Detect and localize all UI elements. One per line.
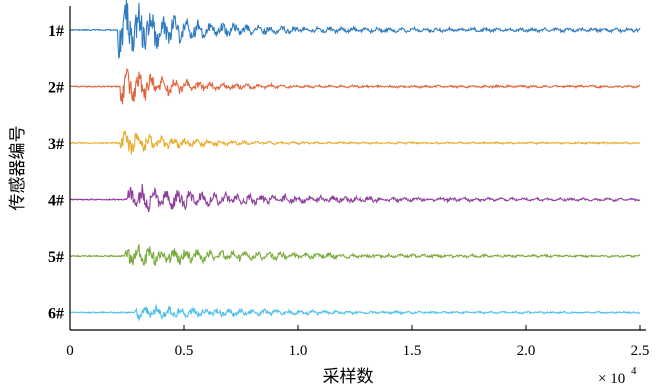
sensor-label-4: 4# xyxy=(48,193,64,210)
waveform-trace-4 xyxy=(69,183,641,213)
waveform-trace-6 xyxy=(69,303,640,322)
waveform-trace-5 xyxy=(69,243,641,266)
waveform-trace-3 xyxy=(70,130,641,155)
svg-text:× 10: × 10 xyxy=(598,371,625,387)
x-tick-label: 1.0 xyxy=(289,343,308,359)
x-tick-label: 1.5 xyxy=(403,343,422,359)
axes xyxy=(69,6,646,331)
x-axis-title: 采样数 xyxy=(323,367,374,387)
x-tick-label: 2.0 xyxy=(517,343,536,359)
y-axis-title: 传感器编号 xyxy=(8,126,28,211)
sensor-label-2: 2# xyxy=(48,80,64,97)
x-tick-label: 0 xyxy=(66,343,74,359)
sensor-label-6: 6# xyxy=(48,306,64,323)
svg-text:4: 4 xyxy=(631,365,637,377)
sensor-label-1: 1# xyxy=(48,23,64,40)
x-tick-label: 0.5 xyxy=(175,343,194,359)
x-multiplier: × 10 4 xyxy=(598,365,637,387)
x-tick-label: 2.5 xyxy=(631,343,650,359)
waveform-trace-2 xyxy=(69,68,641,105)
waveform-trace-1 xyxy=(69,0,641,60)
sensor-label-5: 5# xyxy=(48,249,64,266)
sensor-labels: 1# 2# 3# 4# 5# 6# xyxy=(48,23,64,323)
waveform-traces xyxy=(69,0,641,322)
x-ticks: 0 0.5 1.0 1.5 2.0 2.5 xyxy=(66,325,649,359)
sensor-label-3: 3# xyxy=(48,136,64,153)
